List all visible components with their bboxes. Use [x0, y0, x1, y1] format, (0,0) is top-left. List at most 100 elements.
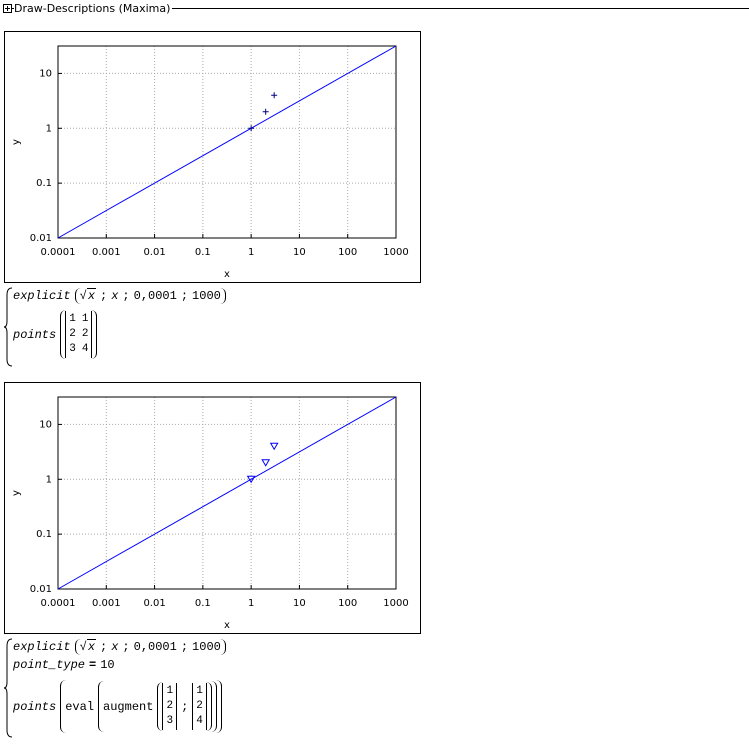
formula-row: point_type = 10 [13, 658, 115, 672]
plot-area [57, 396, 397, 590]
from: 0,0001 [133, 640, 177, 654]
y-tick-label: 0.1 [36, 178, 52, 189]
matrix-cell: 4 [81, 343, 89, 355]
matrix: 1 2 4 [192, 683, 207, 730]
y-axis-label: y [11, 139, 22, 145]
sep: ; [180, 289, 189, 303]
variable: x [111, 289, 119, 303]
sep: ; [122, 640, 130, 654]
x-tick-label: 1 [248, 598, 254, 609]
sqrt: √x [79, 639, 97, 654]
formula-row: explicit √x; x; 0,0001; 1000 [13, 639, 226, 655]
sqrt: √x [79, 288, 97, 303]
x-axis-label: x [224, 269, 230, 280]
chart-frame [4, 31, 421, 283]
matrix-cell: 2 [69, 328, 76, 340]
point [248, 125, 255, 132]
point [261, 459, 271, 467]
x-tick-label: 10 [293, 598, 306, 609]
to: 1000 [192, 640, 221, 654]
function-name: explicit [13, 289, 71, 303]
parens: 1 2 3; 1 2 4 [157, 682, 212, 731]
chart-frame [4, 382, 421, 634]
matrix-cell: 1 [81, 313, 89, 325]
y-tick-label: 10 [39, 419, 52, 430]
matrix-cell: 1 [196, 685, 203, 697]
variable: x [111, 640, 119, 654]
sep: ; [122, 289, 130, 303]
y-tick-label: 0.01 [30, 233, 52, 244]
matrix-cell: 3 [166, 715, 174, 727]
x-axis-label: x [224, 620, 230, 631]
parens: eval augment 1 2 3; 1 2 4 [60, 680, 222, 733]
formula-row: points 1 1 2 2 3 4 [13, 310, 98, 359]
equals: = [89, 658, 97, 672]
matrix-cell: 2 [196, 700, 203, 712]
matrix-cell: 3 [69, 343, 76, 355]
line [57, 396, 397, 590]
parens: √x; x; 0,0001; 1000 [74, 288, 226, 304]
y-tick-label: 1 [46, 474, 52, 485]
formula-row: explicit √x; x; 0,0001; 1000 [13, 288, 226, 304]
x-tick-label: 0.001 [92, 598, 121, 609]
function-name: augment [103, 699, 154, 714]
to: 1000 [192, 289, 221, 303]
x-tick-label: 0.01 [143, 247, 165, 258]
parens: √x; x; 0,0001; 1000 [74, 639, 226, 655]
chart: 0.0001 0.001 0.01 0.1 1 10 100 1000 0.01 0.1 1 10 x y [4, 31, 421, 283]
function-name: points [13, 699, 57, 714]
y-tick-label: 0.1 [36, 529, 52, 540]
function-name: eval [65, 699, 95, 714]
sep: ; [100, 289, 108, 303]
setting-name: point_type [13, 658, 86, 672]
line [57, 45, 397, 239]
function-name: points [13, 327, 57, 342]
sep: ; [180, 640, 189, 654]
matrix-cell: 1 [166, 685, 174, 697]
matrix: 1 2 3 [162, 683, 178, 730]
x-tick-label: 100 [338, 247, 357, 258]
x-tick-label: 1 [248, 247, 254, 258]
function-name: explicit [13, 640, 71, 654]
radicand: x [86, 288, 97, 303]
brace [3, 638, 13, 738]
radical: √ [79, 640, 87, 654]
matrix-cell: 2 [166, 700, 174, 712]
x-tick-label: 1000 [383, 247, 408, 258]
point [246, 475, 256, 484]
formula-row: points eval augment 1 2 3; 1 2 4 [13, 680, 222, 733]
point [262, 108, 269, 115]
x-tick-label: 10 [293, 247, 306, 258]
x-tick-label: 0.0001 [41, 598, 76, 609]
radical: √ [79, 289, 87, 303]
brace [3, 287, 13, 367]
matrix-cell: 2 [81, 328, 89, 340]
x-tick-label: 0.1 [195, 598, 211, 609]
x-tick-label: 0.01 [143, 598, 165, 609]
sep: ; [100, 640, 108, 654]
from: 0,0001 [133, 289, 177, 303]
matrix-cell: 4 [196, 715, 203, 727]
y-tick-label: 0.01 [30, 584, 52, 595]
region-title: Draw-Descriptions (Maxima) [14, 2, 173, 15]
x-tick-label: 0.0001 [41, 247, 76, 258]
matrix-cell: 1 [69, 313, 76, 325]
chart: 0.0001 0.001 0.01 0.1 1 10 100 1000 0.01 0.1 1 10 x y [4, 382, 421, 634]
plot-area [57, 45, 397, 239]
y-tick-label: 1 [46, 123, 52, 134]
sep: ; [181, 699, 189, 714]
x-tick-label: 1000 [383, 598, 408, 609]
y-tick-label: 10 [39, 68, 52, 79]
setting-value: 10 [100, 658, 115, 672]
point [269, 442, 279, 451]
x-tick-label: 0.1 [195, 247, 211, 258]
radicand: x [86, 639, 97, 654]
point [271, 92, 278, 99]
x-tick-label: 0.001 [92, 247, 121, 258]
parens: augment 1 2 3; 1 2 4 [98, 681, 217, 732]
y-axis-label: y [11, 490, 22, 496]
x-tick-label: 100 [338, 598, 357, 609]
